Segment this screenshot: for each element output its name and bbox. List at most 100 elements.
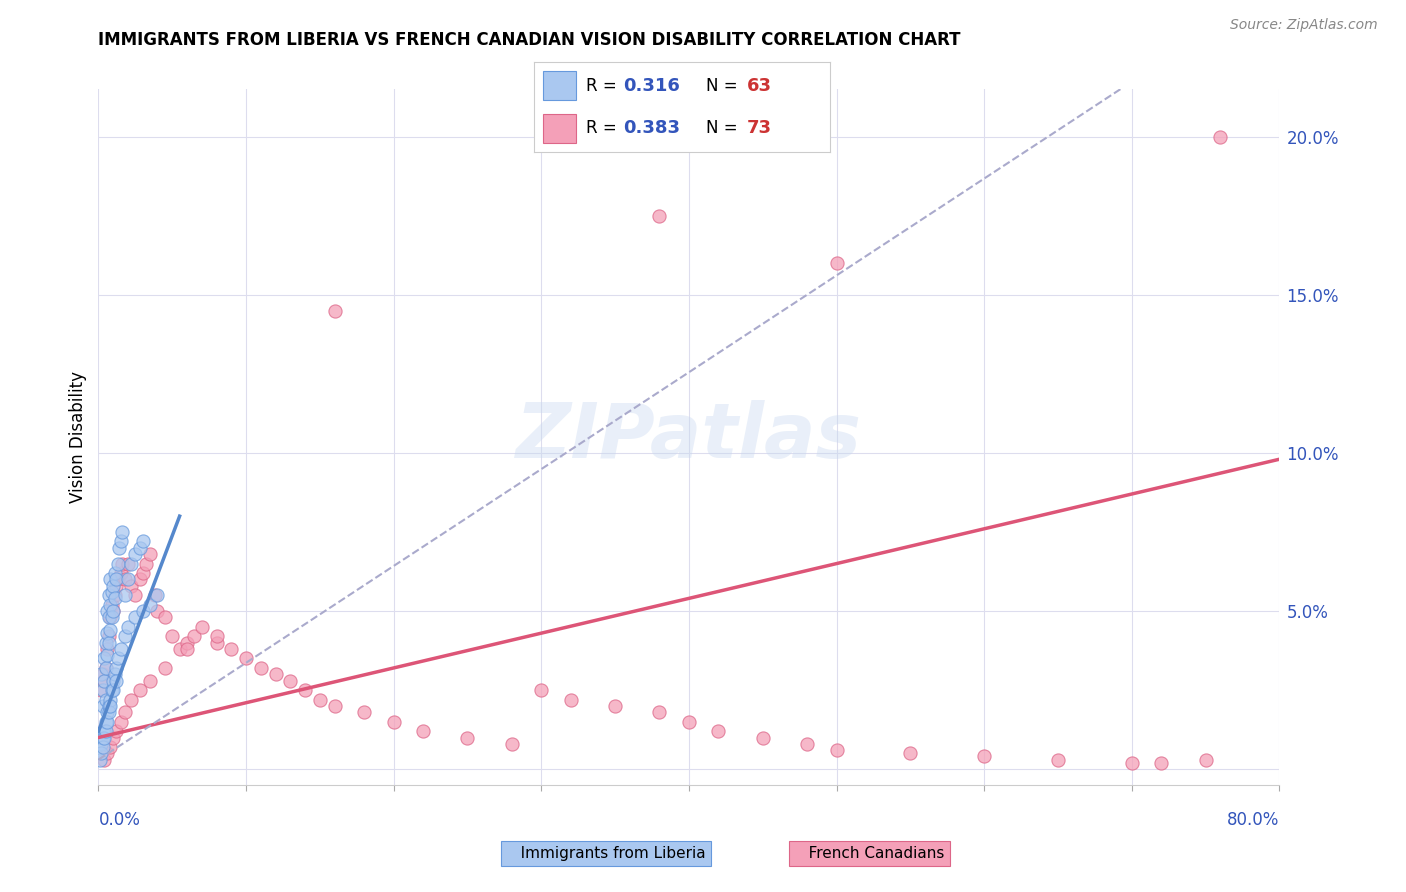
Point bbox=[104, 591, 127, 606]
Point bbox=[98, 739, 121, 754]
Point bbox=[110, 714, 132, 729]
Text: N =: N = bbox=[706, 77, 742, 95]
Point bbox=[825, 743, 848, 757]
Point bbox=[90, 747, 112, 761]
Point bbox=[104, 588, 127, 602]
Point bbox=[103, 604, 125, 618]
Point bbox=[100, 598, 122, 612]
Point bbox=[176, 642, 198, 657]
Point bbox=[111, 557, 134, 571]
Point bbox=[132, 534, 155, 549]
Text: Immigrants from Liberia: Immigrants from Liberia bbox=[506, 847, 706, 861]
Point bbox=[110, 642, 132, 657]
Point bbox=[103, 579, 125, 593]
Point bbox=[98, 573, 121, 587]
Point bbox=[139, 673, 162, 688]
Point bbox=[309, 692, 332, 706]
Point bbox=[153, 610, 176, 624]
Point bbox=[1209, 129, 1232, 144]
Point bbox=[94, 724, 117, 739]
Point bbox=[96, 626, 118, 640]
Point bbox=[235, 651, 257, 665]
Text: Source: ZipAtlas.com: Source: ZipAtlas.com bbox=[1230, 18, 1378, 31]
Point bbox=[456, 731, 478, 745]
Y-axis label: Vision Disability: Vision Disability bbox=[69, 371, 87, 503]
Point bbox=[96, 714, 118, 729]
Text: 0.0%: 0.0% bbox=[98, 811, 141, 829]
Point bbox=[91, 739, 114, 754]
Text: R =: R = bbox=[586, 120, 621, 137]
Point bbox=[90, 667, 112, 681]
Point bbox=[94, 635, 117, 649]
Point bbox=[104, 667, 127, 681]
Point bbox=[96, 642, 118, 657]
Point bbox=[103, 731, 125, 745]
Bar bbox=[543, 114, 575, 143]
Point bbox=[107, 573, 129, 587]
Text: R =: R = bbox=[586, 77, 621, 95]
Point bbox=[294, 683, 316, 698]
Point bbox=[176, 635, 198, 649]
Point bbox=[98, 692, 121, 706]
Point bbox=[124, 610, 146, 624]
Point bbox=[120, 579, 142, 593]
Point bbox=[264, 667, 287, 681]
Point bbox=[648, 705, 671, 719]
Point bbox=[103, 673, 125, 688]
Point bbox=[110, 534, 132, 549]
Point bbox=[91, 731, 114, 745]
Point bbox=[124, 547, 146, 561]
Text: N =: N = bbox=[706, 120, 742, 137]
Point bbox=[250, 661, 273, 675]
Text: 0.383: 0.383 bbox=[623, 120, 681, 137]
Point bbox=[128, 573, 150, 587]
Point bbox=[153, 661, 176, 675]
Text: 80.0%: 80.0% bbox=[1227, 811, 1279, 829]
Point bbox=[973, 749, 995, 764]
Point bbox=[96, 747, 118, 761]
Point bbox=[111, 524, 134, 539]
Bar bbox=[543, 71, 575, 100]
Point bbox=[97, 588, 120, 602]
Point bbox=[124, 588, 146, 602]
Point bbox=[278, 673, 302, 688]
Point bbox=[114, 705, 136, 719]
Point bbox=[100, 683, 122, 698]
Point bbox=[139, 598, 162, 612]
Point bbox=[108, 541, 131, 555]
Point bbox=[94, 661, 117, 675]
Point bbox=[93, 673, 115, 688]
Point bbox=[501, 737, 523, 751]
Point bbox=[796, 737, 818, 751]
Point bbox=[105, 579, 128, 593]
Point bbox=[100, 610, 122, 624]
Point bbox=[1150, 756, 1173, 770]
Point bbox=[648, 209, 671, 223]
Point bbox=[97, 635, 120, 649]
Point bbox=[91, 698, 114, 713]
Point bbox=[128, 683, 150, 698]
Point bbox=[191, 620, 214, 634]
Point bbox=[97, 610, 120, 624]
Point bbox=[107, 651, 129, 665]
Point bbox=[128, 541, 150, 555]
Text: French Canadians: French Canadians bbox=[794, 847, 945, 861]
Point bbox=[107, 557, 129, 571]
Point bbox=[93, 724, 115, 739]
Text: 0.316: 0.316 bbox=[623, 77, 679, 95]
Point bbox=[1046, 753, 1069, 767]
Point bbox=[205, 635, 228, 649]
Point bbox=[678, 714, 700, 729]
Point bbox=[139, 547, 162, 561]
Point bbox=[110, 566, 132, 580]
Point bbox=[114, 629, 136, 643]
Point bbox=[103, 604, 125, 618]
Point bbox=[135, 557, 157, 571]
Point bbox=[117, 557, 139, 571]
Point bbox=[146, 588, 169, 602]
Point bbox=[94, 692, 117, 706]
Point bbox=[117, 620, 139, 634]
Text: ZIPatlas: ZIPatlas bbox=[516, 401, 862, 474]
Point bbox=[89, 753, 111, 767]
Point bbox=[94, 661, 117, 675]
